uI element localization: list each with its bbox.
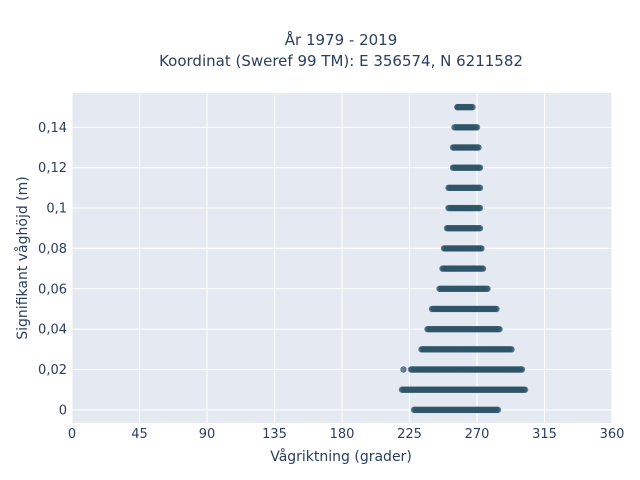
data-point	[473, 124, 481, 131]
y-axis-title: Signifikant våghöjd (m)	[14, 176, 31, 339]
y-tick-label: 0,04	[38, 323, 67, 338]
x-tick-label: 135	[262, 427, 287, 442]
x-tick-label: 180	[330, 427, 355, 442]
y-tick-label: 0	[59, 403, 67, 418]
x-tick-label: 315	[532, 427, 557, 442]
x-axis-title: Vågriktning (grader)	[270, 448, 412, 465]
data-point	[476, 204, 484, 212]
data-point	[496, 325, 503, 333]
data-point	[476, 184, 484, 192]
y-tick-label: 0,1	[46, 202, 67, 217]
data-point	[476, 225, 484, 232]
y-tick-labels: 0 0,02 0,04 0,06 0,08 0,1 0,12 0,14	[38, 121, 67, 419]
x-tick-labels: 0 45 90 135 180 225 270 315 360	[68, 427, 625, 442]
data-point	[454, 103, 461, 111]
data-point	[400, 366, 407, 373]
y-tick-label: 0,12	[38, 161, 67, 176]
data-point	[518, 366, 526, 373]
y-tick-label: 0,14	[38, 121, 67, 136]
data-point	[521, 386, 529, 393]
x-tick-label: 90	[199, 427, 216, 442]
data-points	[398, 103, 529, 414]
x-tick-label: 270	[465, 427, 490, 442]
x-tick-label: 45	[131, 427, 148, 442]
data-point	[479, 265, 487, 272]
chart-title-line-2: Koordinat (Sweref 99 TM): E 356574, N 62…	[159, 52, 523, 70]
x-tick-label: 360	[600, 427, 625, 442]
data-point	[493, 305, 500, 313]
data-point	[475, 144, 482, 151]
y-tick-label: 0,06	[38, 282, 67, 297]
data-point	[476, 164, 484, 171]
data-point	[469, 103, 476, 111]
data-point	[451, 124, 458, 131]
data-point	[478, 245, 485, 252]
x-tick-label: 0	[68, 427, 76, 442]
y-tick-label: 0,02	[38, 363, 67, 378]
data-point	[508, 346, 515, 353]
data-point	[494, 406, 502, 414]
y-tick-label: 0,08	[38, 242, 67, 257]
chart-title-line-1: År 1979 - 2019	[285, 30, 398, 49]
data-point	[484, 285, 491, 292]
x-tick-label: 225	[397, 427, 422, 442]
